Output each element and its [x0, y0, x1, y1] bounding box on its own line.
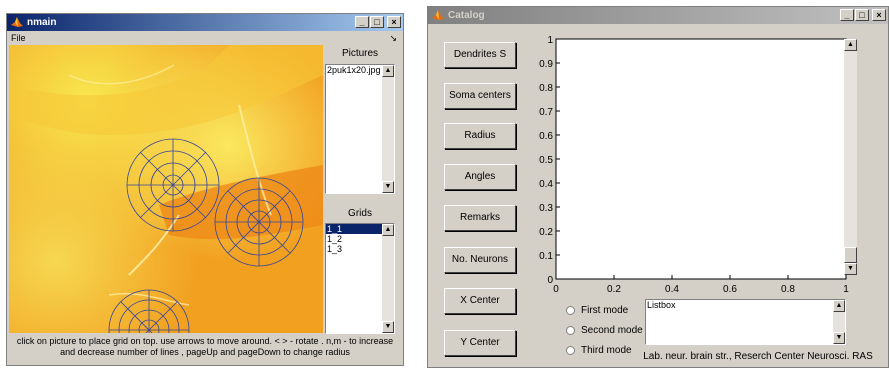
scroll-down-arrow-icon[interactable]: ▼	[382, 321, 394, 333]
credit-text: Lab. neur. brain str., Reserch Center Ne…	[643, 351, 873, 362]
listbox-scrollbar[interactable]: ▲ ▼	[833, 300, 845, 344]
file-menu[interactable]: File	[11, 33, 26, 43]
x-tick-label: 0.8	[781, 284, 795, 295]
menubar: File ↘	[7, 31, 403, 45]
catalog-window: Catalog _ □ × Dendrites S Soma centers R…	[427, 6, 889, 368]
y-tick-label: 0.9	[539, 59, 553, 70]
radio-circle[interactable]	[566, 306, 575, 315]
radial-grid-1-2	[214, 177, 304, 267]
pictures-list-item[interactable]: 2puk1x20.jpg	[327, 65, 381, 75]
y-tick-label: 0.6	[539, 131, 553, 142]
dendrite-band-lower	[159, 165, 323, 240]
matlab-icon	[11, 17, 23, 27]
neuron-image-canvas[interactable]	[9, 45, 323, 333]
scroll-down-arrow-icon[interactable]: ▼	[833, 332, 845, 344]
x-tick-label: 0	[553, 284, 559, 295]
catalog-listbox[interactable]: Listbox ▲ ▼	[645, 299, 846, 345]
grids-label: Grids	[325, 207, 395, 221]
scroll-up-arrow-icon[interactable]: ▲	[382, 65, 394, 77]
minimize-button[interactable]: _	[355, 16, 369, 28]
x-tick-label: 0.4	[665, 284, 679, 295]
close-button[interactable]: ×	[387, 16, 401, 28]
radio-label: First mode	[581, 305, 629, 316]
angles-button[interactable]: Angles	[444, 164, 516, 190]
window-title: Catalog	[448, 10, 485, 21]
x-tick-label: 0.2	[607, 284, 621, 295]
minimize-button[interactable]: _	[840, 9, 854, 21]
scroll-up-arrow-icon[interactable]: ▲	[833, 300, 845, 312]
radio-label: Third mode	[581, 345, 632, 356]
pictures-scrollbar[interactable]: ▲ ▼	[382, 65, 394, 193]
pictures-label: Pictures	[325, 47, 395, 61]
scroll-down-arrow-icon[interactable]: ▼	[844, 263, 857, 275]
y-center-button[interactable]: Y Center	[444, 330, 516, 356]
radio-circle[interactable]	[566, 346, 575, 355]
dendrite-band-upper	[9, 45, 323, 135]
no-neurons-button[interactable]: No. Neurons	[444, 247, 516, 273]
grids-list-item-selected[interactable]: 1_1	[326, 224, 382, 234]
grids-list-item[interactable]: 1_2	[327, 234, 343, 244]
nmain-titlebar[interactable]: nmain _ □ ×	[7, 14, 403, 31]
radio-label: Second mode	[581, 325, 643, 336]
y-tick-label: 0.4	[539, 179, 553, 190]
grids-scrollbar[interactable]: ▲ ▼	[382, 224, 394, 333]
y-tick-label: 0.3	[539, 203, 553, 214]
scroll-up-arrow-icon[interactable]: ▲	[382, 224, 394, 236]
maximize-button[interactable]: □	[370, 16, 384, 28]
x-tick-label: 1	[843, 284, 849, 295]
radio-first-mode[interactable]: First mode	[566, 305, 628, 316]
window-title: nmain	[27, 17, 57, 28]
scroll-thumb[interactable]	[844, 247, 857, 263]
y-tick-label: 0.8	[539, 83, 553, 94]
y-tick-label: 0.2	[539, 227, 553, 238]
nmain-window: nmain _ □ × File ↘	[6, 13, 404, 366]
instructions-text: click on picture to place grid on top. u…	[16, 336, 394, 357]
y-tick-label: 0	[547, 275, 553, 286]
dendrite-fiber	[68, 64, 175, 85]
dendrite-fiber	[128, 214, 180, 276]
plot-scrollbar[interactable]: ▲ ▼	[844, 39, 857, 275]
dendrites-s-button[interactable]: Dendrites S	[444, 42, 516, 68]
dendrite-fiber	[238, 104, 272, 216]
x-center-button[interactable]: X Center	[444, 288, 516, 314]
pictures-listbox[interactable]: 2puk1x20.jpg ▲ ▼	[325, 64, 395, 194]
y-tick-label: 1	[547, 35, 553, 46]
catalog-axes[interactable]: 0 0.2 0.4 0.6 0.8 1 0 0.1 0.2 0.3 0.4 0.5 0.6 0.7 0.8 0…	[524, 33, 854, 295]
y-tick-label: 0.5	[539, 155, 553, 166]
catalog-titlebar[interactable]: Catalog _ □ ×	[428, 7, 888, 24]
matlab-icon	[432, 10, 444, 20]
listbox-item[interactable]: Listbox	[647, 300, 676, 310]
radio-second-mode[interactable]: Second mode	[566, 325, 643, 336]
grids-list-item[interactable]: 1_3	[327, 244, 343, 254]
radio-third-mode[interactable]: Third mode	[566, 345, 632, 356]
soma-centers-button[interactable]: Soma centers	[444, 83, 516, 109]
x-tick-label: 0.6	[723, 284, 737, 295]
radius-button[interactable]: Radius	[444, 123, 516, 149]
dock-arrow-icon[interactable]: ↘	[389, 33, 397, 43]
maximize-button[interactable]: □	[855, 9, 869, 21]
plot-area	[555, 38, 847, 280]
radio-circle[interactable]	[566, 326, 575, 335]
close-button[interactable]: ×	[872, 9, 886, 21]
y-tick-label: 0.1	[539, 251, 553, 262]
y-tick-label: 0.7	[539, 107, 553, 118]
scroll-down-arrow-icon[interactable]: ▼	[382, 181, 394, 193]
radial-grid-1-3	[108, 289, 190, 333]
radial-grid-1-1	[126, 138, 220, 232]
scroll-up-arrow-icon[interactable]: ▲	[844, 39, 857, 51]
remarks-button[interactable]: Remarks	[444, 205, 516, 231]
grids-listbox[interactable]: 1_1 1_2 1_3 ▲ ▼	[325, 223, 395, 334]
